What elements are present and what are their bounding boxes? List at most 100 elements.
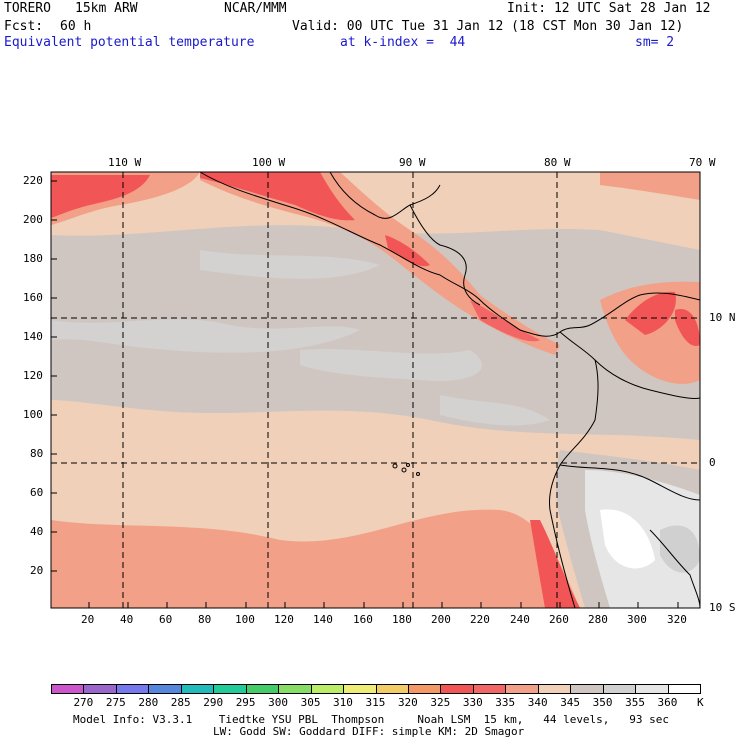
legend-value: 330 [462,696,483,709]
legend-swatch [343,684,377,694]
y-tick-label: 100 [23,408,43,421]
legend-value: 310 [333,696,353,709]
y-tick-label: 220 [23,174,43,187]
level-info: at k-index = 44 [340,35,466,50]
x-tick-label: 260 [549,613,569,626]
legend-swatch [245,684,280,694]
organization: NCAR/MMM [224,1,287,16]
y-tick-label: 80 [30,447,44,460]
y-tick-label: 200 [23,213,43,226]
x-tick-label: 180 [392,613,412,626]
legend-divider [310,684,312,694]
legend-divider [635,684,637,694]
legend-unit: K [697,696,704,709]
legend-value: 340 [527,696,548,709]
valid-time: Valid: 00 UTC Tue 31 Jan 12 (18 CST Mon … [292,19,684,34]
legend-swatch [51,684,85,694]
model-info-line2: LW: Godd SW: Goddard DIFF: simple KM: 2D… [213,725,525,738]
legend-swatch [213,684,247,694]
x-tick-label: 20 [81,613,95,626]
y-tick-label: 160 [23,291,43,304]
x-tick-label: 280 [588,613,608,626]
legend-swatch [148,684,182,694]
y-tick-label: 180 [23,252,43,265]
legend-divider [115,684,117,694]
lon-label: 80 W [544,156,571,169]
legend-divider [537,684,539,694]
legend-swatch [115,684,150,694]
x-tick-label: 300 [627,613,647,626]
legend-swatch [180,684,215,694]
x-tick-label: 60 [159,613,173,626]
legend-value: 295 [235,696,256,709]
legend-value: 315 [365,696,386,709]
lat-label: 0 [709,456,716,469]
legend-divider [245,684,247,694]
lat-label: 10 S [709,601,736,614]
y-tick-label: 120 [23,369,43,382]
y-tick-label: 40 [30,525,44,538]
lon-label: 100 W [252,156,286,169]
legend-swatch [635,684,669,694]
smoothing-info: sm= 2 [635,35,675,50]
legend-value: 275 [105,696,126,709]
legend-swatch [472,684,507,694]
field-title: Equivalent potential temperature [4,35,255,50]
y-tick-label: 60 [30,486,44,499]
legend-swatch [570,684,604,694]
legend-divider [343,684,345,694]
model-info-line1: Model Info: V3.3.1 Tiedtke YSU PBL Thomp… [73,713,670,726]
legend-value: 325 [430,696,451,709]
legend-divider [472,684,474,694]
legend-value: 285 [170,696,191,709]
legend-value: 335 [495,696,516,709]
legend-swatch [537,684,572,694]
forecast-label: Fcst: [4,19,44,34]
y-tick-label: 20 [30,564,44,577]
legend-swatch [505,684,539,694]
legend-swatch [602,684,637,694]
legend-value: 300 [268,696,289,709]
legend-divider [505,684,507,694]
legend-swatch [375,684,409,694]
legend-value: 320 [397,696,418,709]
lat-label: 10 N [709,311,736,324]
x-tick-label: 200 [431,613,451,626]
lon-label: 110 W [108,156,142,169]
legend-divider [570,684,572,694]
legend-value: 280 [138,696,159,709]
legend-divider [602,684,604,694]
x-tick-label: 140 [313,613,333,626]
map-field [51,172,700,608]
x-tick-label: 100 [235,613,255,626]
x-tick-label: 240 [510,613,530,626]
init-time: Init: 12 UTC Sat 28 Jan 12 [507,1,711,16]
lon-label: 90 W [399,156,426,169]
legend-swatch [667,684,701,694]
legend-value: 345 [560,696,581,709]
legend-divider [278,684,280,694]
legend-value: 360 [657,696,678,709]
legend-divider [83,684,85,694]
legend-divider [440,684,442,694]
grid-resolution: 15km ARW [75,1,138,16]
x-tick-label: 120 [274,613,294,626]
x-tick-label: 40 [120,613,134,626]
legend-value: 350 [592,696,613,709]
legend-divider [667,684,669,694]
forecast-hours: 60 h [60,19,92,34]
legend-swatch [278,684,312,694]
legend-swatch [407,684,442,694]
x-tick-label: 80 [198,613,212,626]
legend-swatch [440,684,474,694]
x-tick-label: 220 [470,613,490,626]
x-tick-label: 160 [353,613,373,626]
legend-divider [148,684,150,694]
plot-frame [50,171,701,609]
model-name: TORERO [4,1,51,16]
legend-value: 270 [73,696,94,709]
y-tick-label: 140 [23,330,43,343]
tick-marks [51,180,679,608]
legend-swatch [83,684,117,694]
